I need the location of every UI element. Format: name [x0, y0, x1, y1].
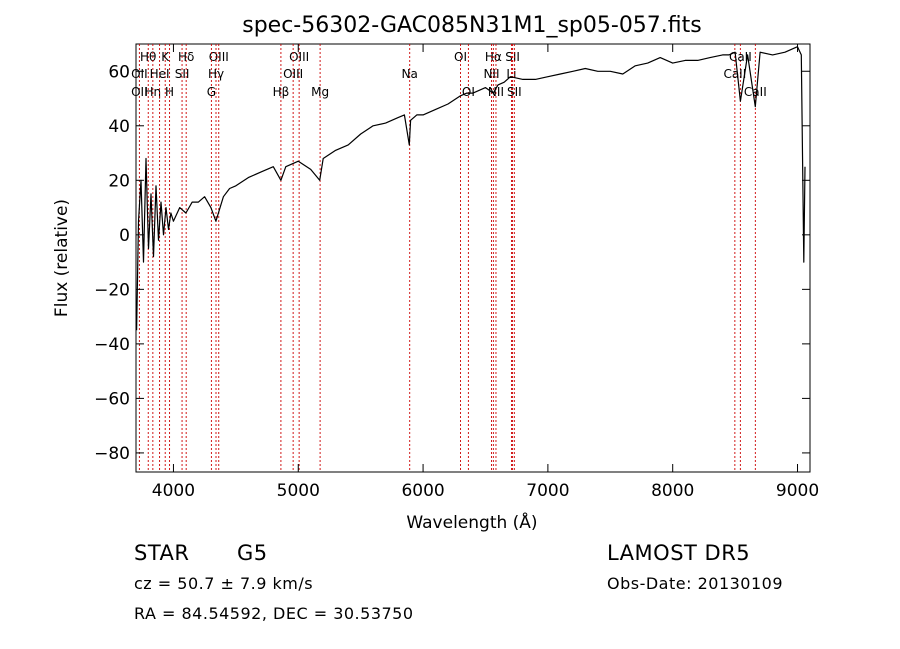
- line-marker-label: NII: [483, 67, 499, 81]
- line-marker-label: Na: [402, 67, 418, 81]
- line-marker-label: OIII: [283, 67, 303, 81]
- line-marker-label: Hα: [485, 50, 502, 64]
- object-class: STAR: [134, 541, 190, 565]
- coordinates: RA = 84.54592, DEC = 30.53750: [134, 604, 414, 623]
- line-marker-label: CaII: [723, 67, 746, 81]
- line-marker-label: H: [165, 85, 174, 99]
- line-marker-label: OIII: [209, 50, 229, 64]
- x-tick-label: 4000: [152, 481, 195, 501]
- y-tick-label: −60: [94, 389, 130, 409]
- chart-title: spec-56302-GAC085N31M1_sp05-057.fits: [242, 13, 702, 38]
- line-marker-label: Mg: [311, 85, 329, 99]
- line-marker-label: K: [161, 50, 170, 64]
- y-tick-label: −20: [94, 280, 130, 300]
- line-marker-label: Hη: [145, 85, 162, 99]
- x-tick-label: 9000: [776, 481, 819, 501]
- y-tick-label: 20: [108, 171, 130, 191]
- x-tick-label: 8000: [651, 481, 694, 501]
- line-marker-label: Hγ: [208, 67, 224, 81]
- y-tick-label: 40: [108, 117, 130, 137]
- spectrum-line: [136, 46, 806, 331]
- x-tick-label: 5000: [277, 481, 320, 501]
- y-tick-label: 60: [108, 62, 130, 82]
- line-marker-label: Hθ: [140, 50, 156, 64]
- line-marker-label: OI: [462, 85, 475, 99]
- line-marker-label: OIII: [289, 50, 309, 64]
- line-marker-label: SII: [507, 85, 522, 99]
- line-marker-label: HeI: [150, 67, 170, 81]
- line-marker-label: OII: [131, 85, 148, 99]
- plot-frame: [135, 43, 811, 473]
- y-tick-label: 0: [119, 226, 130, 246]
- line-marker-label: Hδ: [178, 50, 194, 64]
- line-marker-label: NII: [488, 85, 504, 99]
- x-tick-label: 6000: [401, 481, 444, 501]
- axis-ticks: 4000 5000 6000 7000 8000 9000 −80 −60 −40 −20 0 20 4…: [94, 44, 819, 501]
- y-tick-label: −40: [94, 335, 130, 355]
- x-axis-label: Wavelength (Å): [406, 511, 537, 533]
- line-marker-label: OI: [454, 50, 467, 64]
- obs-date: Obs-Date: 20130109: [607, 574, 784, 593]
- line-marker-label: SII: [505, 50, 520, 64]
- x-tick-label: 7000: [526, 481, 569, 501]
- spectrum-series: [136, 46, 806, 331]
- line-marker-label: SII: [175, 67, 190, 81]
- subclass: G5: [237, 541, 268, 565]
- survey-name: LAMOST DR5: [607, 541, 751, 565]
- line-marker-label: CaII: [744, 85, 767, 99]
- line-marker-label: Hβ: [273, 85, 290, 99]
- line-marker-label: Li: [506, 67, 516, 81]
- y-tick-label: −80: [94, 444, 130, 464]
- y-axis-label: Flux (relative): [52, 199, 72, 317]
- velocity: cz = 50.7 ± 7.9 km/s: [134, 574, 314, 593]
- line-marker-label: OII: [131, 67, 148, 81]
- line-marker-label: G: [207, 85, 216, 99]
